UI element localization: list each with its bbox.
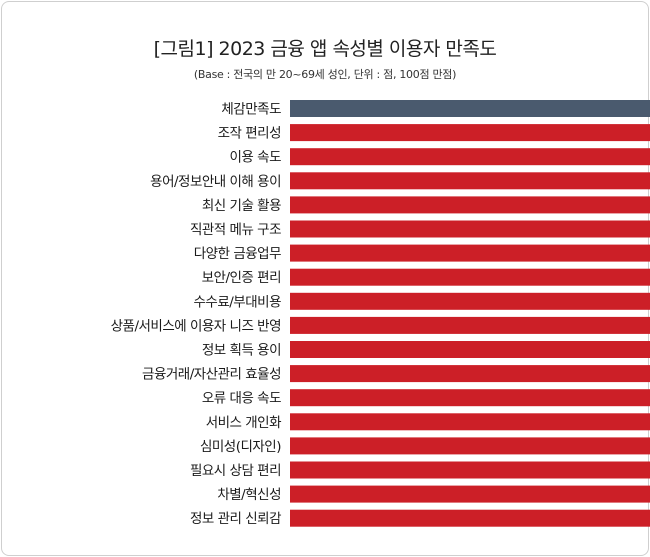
category-label-10: 정보 획득 용이 bbox=[202, 343, 281, 359]
category-label-7: 보안/인증 편리 bbox=[202, 270, 281, 286]
bar-15 bbox=[290, 461, 650, 479]
category-label-5: 직관적 메뉴 구조 bbox=[190, 222, 281, 238]
bar-7 bbox=[290, 268, 650, 286]
bar-10 bbox=[290, 341, 650, 358]
bar-13 bbox=[290, 413, 650, 431]
category-label-16: 차별/혁신성 bbox=[217, 487, 281, 503]
category-label-3: 용어/정보안내 이해 용이 bbox=[150, 174, 281, 190]
category-label-8: 수수료/부대비용 bbox=[194, 294, 282, 310]
category-label-6: 다양한 금융업무 bbox=[194, 246, 281, 262]
bar-16 bbox=[290, 485, 650, 503]
category-label-1: 조작 편리성 bbox=[218, 126, 281, 142]
bar-1 bbox=[290, 124, 650, 142]
category-label-0: 체감만족도 bbox=[221, 102, 281, 118]
bar-17 bbox=[290, 509, 650, 527]
bar-9 bbox=[290, 316, 650, 334]
bar-5 bbox=[290, 220, 650, 238]
category-label-13: 서비스 개인화 bbox=[206, 415, 281, 431]
category-label-11: 금융거래/자산관리 효율성 bbox=[142, 367, 281, 383]
bar-12 bbox=[290, 389, 650, 407]
bar-11 bbox=[290, 365, 650, 383]
chart-title: [그림1] 2023 금융 앱 속성별 이용자 만족도 bbox=[153, 38, 497, 60]
category-label-17: 정보 관리 신뢰감 bbox=[190, 511, 281, 527]
category-label-4: 최신 기술 활용 bbox=[202, 198, 281, 214]
category-label-14: 심미성(디자인) bbox=[200, 439, 281, 455]
category-label-2: 이용 속도 bbox=[230, 150, 282, 166]
bar-14 bbox=[290, 437, 650, 455]
bar-3 bbox=[290, 172, 650, 190]
bar-6 bbox=[290, 244, 650, 262]
chart-subtitle: (Base : 전국의 만 20~69세 성인, 단위 : 점, 100점 만점… bbox=[193, 68, 457, 81]
category-label-15: 필요시 상담 편리 bbox=[190, 463, 281, 479]
bar-4 bbox=[290, 196, 650, 214]
bar-2 bbox=[290, 148, 650, 166]
category-label-9: 상품/서비스에 이용자 니즈 반영 bbox=[111, 318, 281, 334]
bar-0 bbox=[290, 100, 650, 117]
bar-8 bbox=[290, 292, 650, 310]
category-label-12: 오류 대응 속도 bbox=[202, 391, 281, 407]
